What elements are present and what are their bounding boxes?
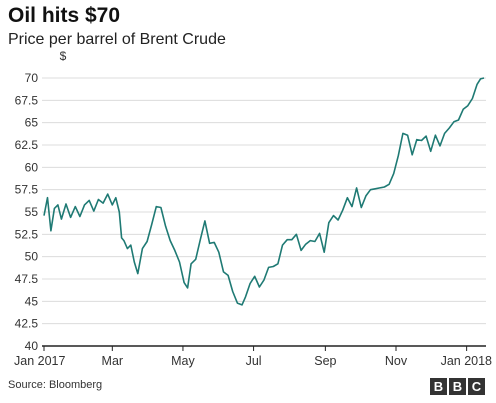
y-tick-label: 60 xyxy=(25,160,39,174)
brent-crude-price-line xyxy=(43,77,485,306)
gridlines xyxy=(42,77,486,325)
y-tick-label: 47.5 xyxy=(15,272,39,286)
logo-letter: C xyxy=(468,378,485,395)
y-tick-label: 55 xyxy=(25,205,39,219)
chart-title: Oil hits $70 xyxy=(8,4,121,27)
y-tick-label: 57.5 xyxy=(15,183,39,197)
y-tick-label: 42.5 xyxy=(15,317,39,331)
x-tick-label: May xyxy=(171,354,195,368)
y-tick-label: 40 xyxy=(25,339,39,353)
y-tick-label: 70 xyxy=(25,71,39,85)
logo-letter: B xyxy=(430,378,447,395)
y-axis-unit-label: $ xyxy=(60,49,67,63)
chart-subtitle: Price per barrel of Brent Crude xyxy=(8,31,226,48)
y-tick-label: 62.5 xyxy=(15,138,39,152)
source-note: Source: Bloomberg xyxy=(8,379,103,391)
bbc-logo: B B C xyxy=(430,378,485,395)
x-axis-tick-marks xyxy=(43,346,468,351)
y-tick-label: 65 xyxy=(25,116,39,130)
line-chart: 40 42.5 45 47.5 50 52.5 55 57.5 60 62.5 65 67.5 70 $… xyxy=(14,49,492,368)
x-tick-label: Nov xyxy=(385,354,408,368)
x-tick-label: Jul xyxy=(246,354,262,368)
y-tick-label: 67.5 xyxy=(15,93,39,107)
x-tick-label: Mar xyxy=(102,354,124,368)
x-tick-label: Jan 2018 xyxy=(441,354,492,368)
logo-letter: B xyxy=(449,378,466,395)
y-tick-label: 50 xyxy=(25,250,39,264)
x-tick-label: Sep xyxy=(314,354,336,368)
y-tick-label: 45 xyxy=(25,294,39,308)
y-axis-tick-labels: 40 42.5 45 47.5 50 52.5 55 57.5 60 62.5 65 67.5 70 xyxy=(15,71,39,353)
x-axis-tick-labels: Jan 2017 Mar May Jul Sep Nov Jan 2018 xyxy=(14,354,492,368)
y-tick-label: 52.5 xyxy=(15,227,39,241)
x-tick-label: Jan 2017 xyxy=(14,354,65,368)
